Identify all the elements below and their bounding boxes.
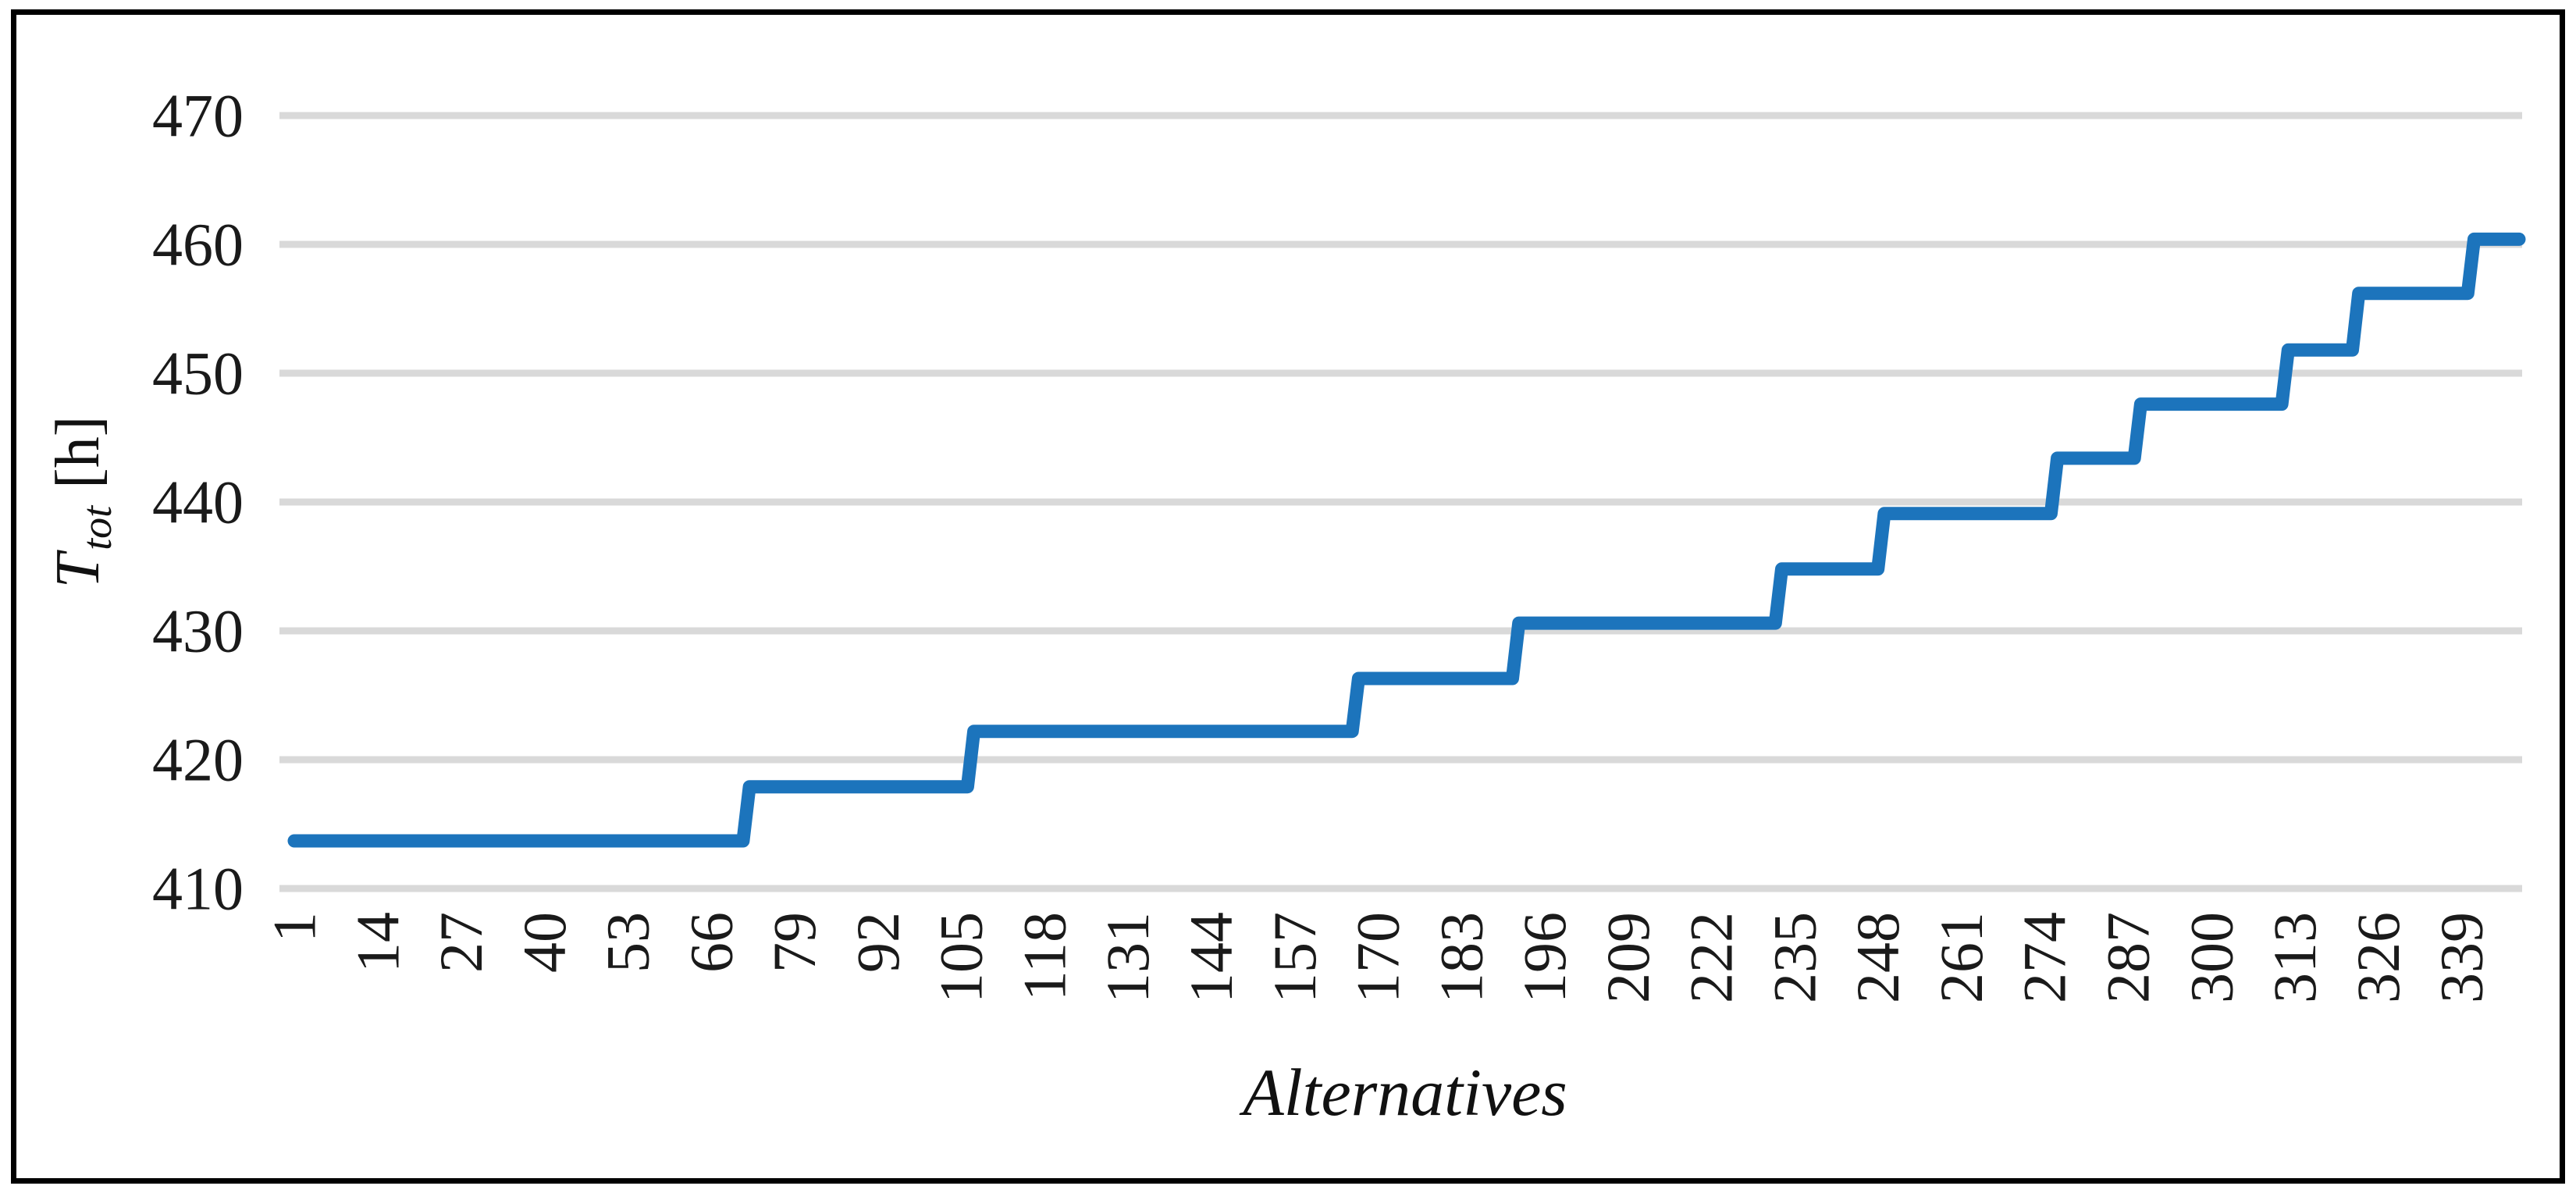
x-tick-label: 313: [2261, 912, 2329, 1003]
y-tick-label: 450: [152, 340, 244, 408]
x-tick-label: 53: [594, 912, 662, 973]
x-tick-label: 300: [2177, 912, 2245, 1003]
x-tick-label: 79: [760, 912, 828, 973]
x-tick-label: 170: [1344, 912, 1412, 1003]
x-tick-label: 92: [844, 912, 912, 973]
x-tick-label: 287: [2094, 912, 2162, 1003]
x-tick-label: 1: [261, 912, 329, 942]
x-tick-label: 235: [1760, 912, 1828, 1003]
x-tick-label: 66: [677, 912, 745, 973]
x-tick-label: 144: [1177, 912, 1245, 1003]
x-tick-label: 14: [343, 912, 411, 973]
x-tick-labels-group: 1 14 27 40 53 66 79 92 105 118 131 144 157 170 183 196 2…: [261, 912, 2496, 1003]
y-tick-labels-group: 410 420 430 440 450 460 470: [152, 82, 244, 923]
x-tick-label: 339: [2428, 912, 2496, 1003]
y-tick-label: 460: [152, 211, 244, 279]
y-tick-label: 410: [152, 855, 244, 923]
x-tick-label: 222: [1678, 912, 1745, 1003]
x-tick-label: 183: [1427, 912, 1495, 1003]
x-tick-label: 131: [1094, 912, 1162, 1003]
y-tick-label: 440: [152, 468, 244, 536]
x-tick-label: 326: [2344, 912, 2412, 1003]
y-axis-title-symbol: T: [44, 549, 112, 588]
gridlines-group: [279, 112, 2522, 892]
chart-border-frame: [11, 9, 2565, 1184]
x-tick-label: 209: [1594, 912, 1662, 1003]
x-axis-title: Alternatives: [1239, 1055, 1567, 1130]
series-line: [287, 232, 2526, 848]
series-group: [287, 232, 2526, 848]
y-axis-title-unit: [h]: [44, 416, 112, 489]
x-tick-label: 105: [927, 912, 995, 1003]
x-tick-label: 196: [1510, 912, 1578, 1003]
y-tick-label: 470: [152, 82, 244, 150]
x-tick-label: 248: [1844, 912, 1912, 1003]
y-axis-title: Ttot [h]: [44, 416, 120, 589]
x-tick-label: 274: [2011, 912, 2079, 1003]
y-tick-label: 430: [152, 597, 244, 665]
y-axis-title-subscript: tot: [73, 504, 120, 550]
x-tick-label: 27: [427, 912, 495, 973]
x-tick-label: 261: [1927, 912, 1995, 1003]
x-tick-label: 157: [1261, 912, 1329, 1003]
x-tick-label: 118: [1011, 912, 1079, 1001]
x-tick-label: 40: [511, 912, 578, 973]
y-tick-label: 420: [152, 726, 244, 794]
